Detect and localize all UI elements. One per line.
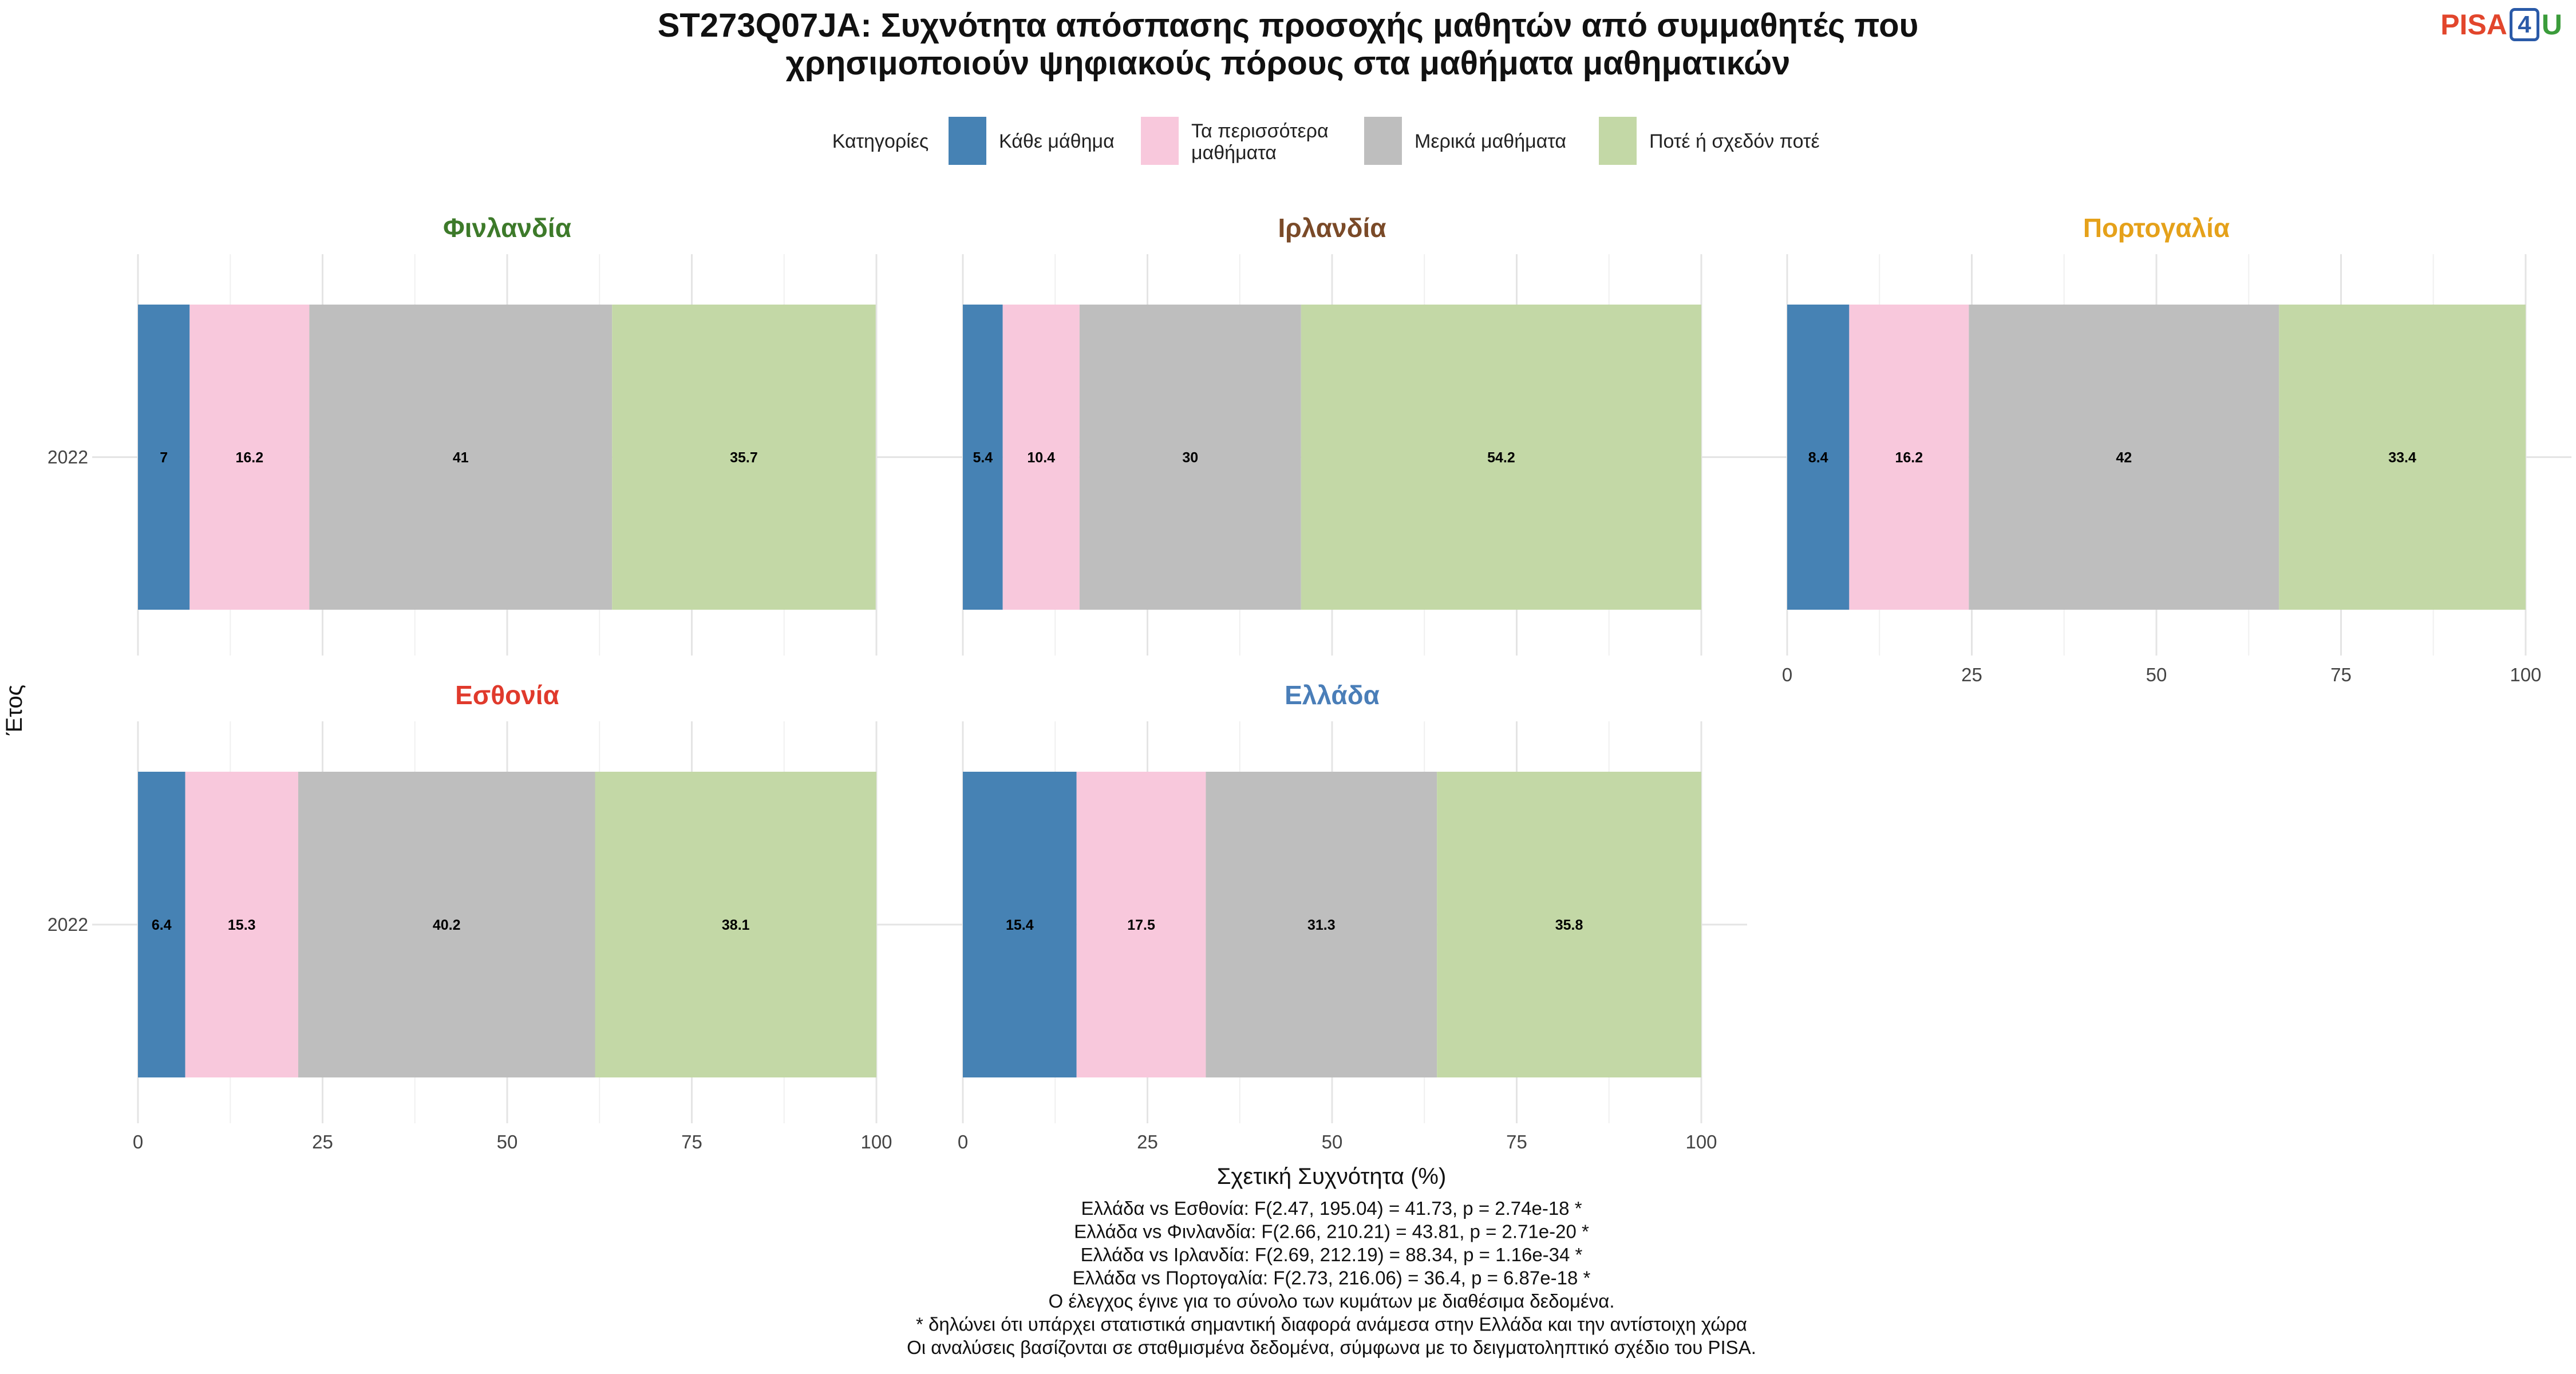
bar-segment (1076, 772, 1206, 1077)
footnote-line: Ελλάδα vs Φινλανδία: F(2.66, 210.21) = 4… (1074, 1221, 1589, 1242)
bar-segment (1969, 305, 2279, 610)
bar-value-label: 35.7 (730, 450, 758, 466)
x-tick-label: 75 (2330, 664, 2352, 685)
bar-value-label: 5.4 (973, 450, 993, 466)
bar-segment (138, 305, 190, 610)
bar-value-label: 30 (1182, 450, 1198, 466)
panel-title: Πορτογαλία (2083, 213, 2230, 243)
year-tick-label: 2022 (48, 914, 88, 935)
legend-swatch (1141, 117, 1179, 165)
legend-label: Τα περισσότερα (1191, 120, 1329, 142)
legend-swatch (1364, 117, 1402, 165)
panel-3: Εσθονία 2022 6.4 15.3 40.2 38.1 0 25 50 75 100 (48, 680, 922, 1152)
x-tick-label: 50 (497, 1131, 518, 1152)
chart-title-line: χρησιμοποιούν ψηφιακούς πόρους στα μαθήμ… (786, 45, 1791, 82)
bar-segment (612, 305, 876, 610)
x-tick-label: 100 (2510, 664, 2541, 685)
chart-title-line: ST273Q07JA: Συχνότητα απόσπασης προσοχής… (658, 7, 1919, 44)
bar-segment (1849, 305, 1969, 610)
bar-segment (1206, 772, 1437, 1077)
legend-label: Κάθε μάθημα (999, 131, 1115, 152)
x-tick-label: 50 (2146, 664, 2167, 685)
bar-value-label: 8.4 (1808, 450, 1828, 466)
legend-label: Ποτέ ή σχεδόν ποτέ (1649, 131, 1820, 152)
panel-4: Ελλάδα 15.4 17.5 31.3 35.8 0 25 50 75 100 (917, 680, 1747, 1152)
x-tick-label: 75 (1506, 1131, 1527, 1152)
x-axis-title: Σχετική Συχνότητα (%) (1217, 1164, 1447, 1189)
x-tick-label: 50 (1322, 1131, 1343, 1152)
x-tick-label: 100 (1685, 1131, 1717, 1152)
bar-segment (138, 772, 185, 1077)
panel-title: Εσθονία (455, 680, 559, 710)
legend-label: μαθήματα (1191, 142, 1277, 164)
bar-value-label: 41 (453, 450, 469, 466)
x-tick-label: 25 (1961, 664, 1982, 685)
bar-segment (2279, 305, 2526, 610)
bar-value-label: 15.3 (228, 917, 256, 933)
bar-value-label: 38.1 (722, 917, 750, 933)
bar-segment (309, 305, 613, 610)
footnote-line: Ελλάδα vs Ιρλανδία: F(2.69, 212.19) = 88… (1081, 1244, 1583, 1265)
bar-segment (1437, 772, 1701, 1077)
y-axis-title: Έτος (2, 685, 27, 736)
footnote-line: Ο έλεγχος έγινε για το σύνολο των κυμάτω… (1049, 1290, 1615, 1312)
bar-segment (1079, 305, 1301, 610)
bar-value-label: 54.2 (1487, 450, 1515, 466)
legend-label: Μερικά μαθήματα (1415, 131, 1566, 152)
bar-segment (189, 305, 310, 610)
panel-title: Ελλάδα (1285, 680, 1380, 710)
bar-segment (298, 772, 595, 1077)
x-tick-label: 0 (958, 1131, 968, 1152)
bar-value-label: 17.5 (1127, 917, 1155, 933)
legend: Κατηγορίες Κάθε μάθημα Τα περισσότεραμαθήμ… (832, 117, 1820, 165)
footnote-line: * δηλώνει ότι υπάρχει στατιστικά σημαντι… (916, 1314, 1747, 1335)
x-tick-label: 0 (1782, 664, 1792, 685)
x-tick-label: 100 (860, 1131, 892, 1152)
panel-title: Φινλανδία (443, 213, 571, 243)
bar-segment (1787, 305, 1850, 610)
panel-1: Ιρλανδία 5.4 10.4 30 54.2 (917, 213, 1747, 656)
bar-segment (963, 772, 1077, 1077)
legend-swatch (1599, 117, 1637, 165)
bar-segment (185, 772, 298, 1077)
legend-title: Κατηγορίες (832, 131, 929, 152)
bar-value-label: 10.4 (1027, 450, 1055, 466)
bar-value-label: 35.8 (1555, 917, 1583, 933)
legend-swatch (949, 117, 986, 165)
panel-2: Πορτογαλία 8.4 16.2 42 33.4 0 25 50 75 100 (1741, 213, 2571, 685)
footnote-line: Οι αναλύσεις βασίζονται σε σταθμισμένα δ… (907, 1337, 1756, 1358)
panel-title: Ιρλανδία (1278, 213, 1386, 243)
bar-segment (963, 305, 1003, 610)
footnote-line: Ελλάδα vs Εσθονία: F(2.47, 195.04) = 41.… (1081, 1198, 1582, 1219)
bar-segment (595, 772, 876, 1077)
pisa4u-logo: PISA 4 U (2440, 8, 2562, 41)
x-tick-label: 25 (1137, 1131, 1158, 1152)
x-tick-label: 25 (312, 1131, 333, 1152)
bar-value-label: 15.4 (1006, 917, 1034, 933)
bar-segment (1301, 305, 1701, 610)
panel-0: Φινλανδία 2022 7 16.2 41 35.7 (48, 213, 922, 656)
year-tick-label: 2022 (48, 447, 88, 468)
x-tick-label: 0 (133, 1131, 143, 1152)
bar-value-label: 33.4 (2388, 450, 2416, 466)
bar-value-label: 40.2 (433, 917, 461, 933)
x-tick-label: 75 (681, 1131, 702, 1152)
bar-value-label: 16.2 (1895, 450, 1923, 466)
bar-value-label: 31.3 (1307, 917, 1336, 933)
bar-value-label: 7 (160, 450, 168, 466)
footnote-line: Ελλάδα vs Πορτογαλία: F(2.73, 216.06) = … (1073, 1268, 1591, 1289)
bar-segment (1002, 305, 1080, 610)
bar-value-label: 6.4 (152, 917, 172, 933)
bar-value-label: 16.2 (235, 450, 263, 466)
bar-value-label: 42 (2116, 450, 2132, 466)
